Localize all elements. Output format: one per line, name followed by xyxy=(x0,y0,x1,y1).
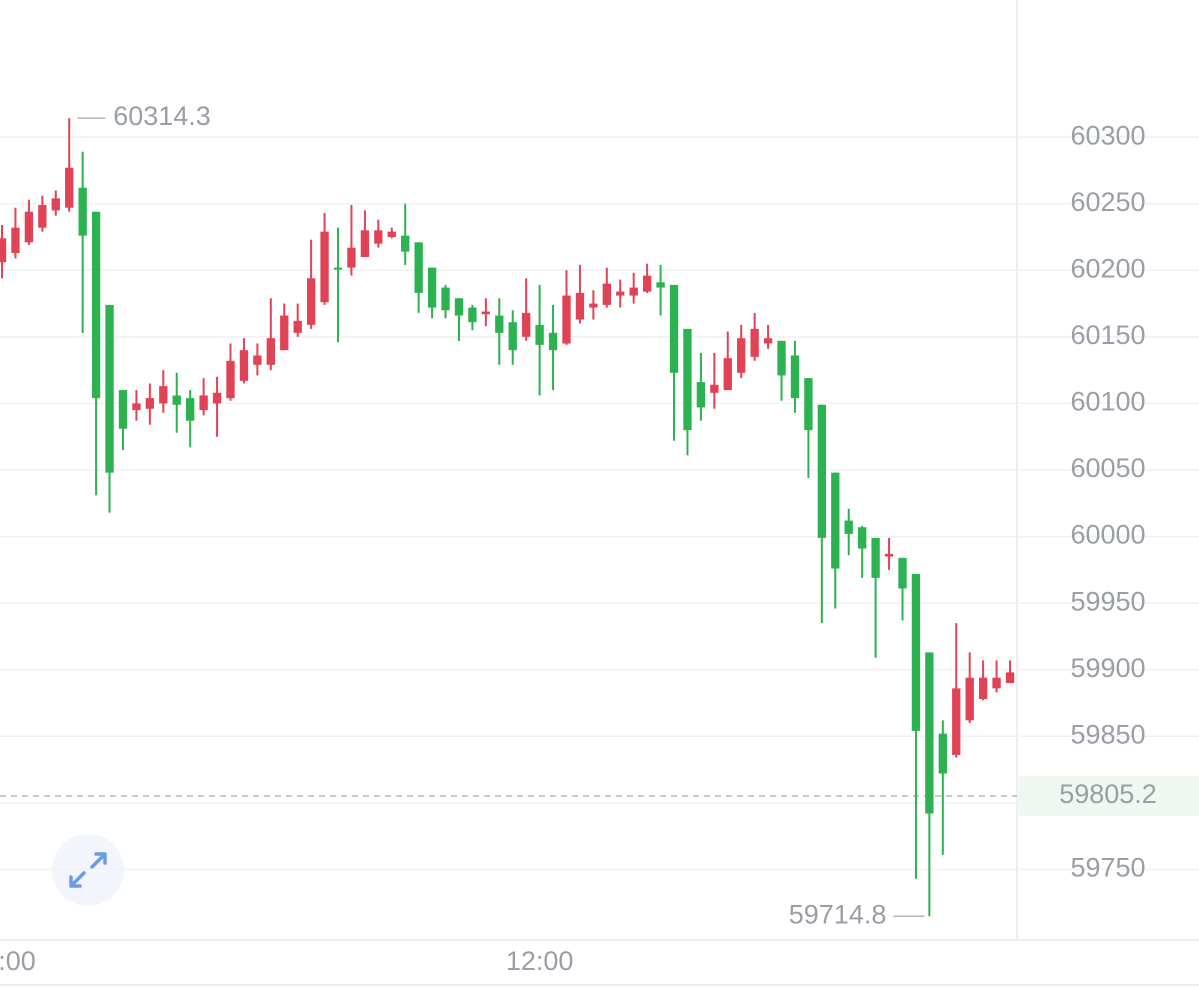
candle-body xyxy=(212,392,222,404)
candle-body xyxy=(374,230,383,244)
y-tick-label: 59850 xyxy=(1070,719,1145,749)
candle-body xyxy=(804,378,813,431)
candle-body xyxy=(186,398,195,421)
candle-body xyxy=(360,230,370,257)
candle-body xyxy=(548,332,558,351)
candle-body xyxy=(952,688,961,755)
candle-body xyxy=(347,247,356,268)
x-tick-label: 02:00 xyxy=(0,946,36,976)
candle-body xyxy=(790,355,800,399)
candle-body xyxy=(763,338,773,344)
candle-body xyxy=(884,553,894,557)
candle-body xyxy=(616,291,625,296)
candle-body xyxy=(669,284,679,373)
candle-body xyxy=(831,472,840,569)
y-tick-label: 60050 xyxy=(1070,453,1145,483)
candle-body xyxy=(1005,672,1015,684)
candle-body xyxy=(51,198,60,211)
candle-body xyxy=(992,677,1001,689)
candle-body xyxy=(683,328,692,431)
y-tick-label: 60100 xyxy=(1070,387,1145,417)
candle-body xyxy=(858,527,867,549)
candle-body xyxy=(266,338,275,365)
y-tick-label: 60200 xyxy=(1070,253,1145,283)
candle-body xyxy=(629,287,638,296)
candle-body xyxy=(333,267,343,270)
y-tick-label: 60300 xyxy=(1070,120,1145,150)
candle-body xyxy=(454,298,464,316)
candle-body xyxy=(38,205,47,228)
candle-body xyxy=(132,403,141,411)
y-tick-label: 59950 xyxy=(1070,586,1145,616)
candle-body xyxy=(401,235,410,252)
candle-body xyxy=(172,395,181,405)
expand-icon xyxy=(69,852,107,888)
candle-body xyxy=(562,295,571,344)
candle-body xyxy=(978,677,988,700)
candle-body xyxy=(656,282,665,288)
candle-body xyxy=(898,557,907,589)
candle-body xyxy=(11,227,20,253)
candle-body xyxy=(414,242,423,293)
candle-body xyxy=(145,398,155,409)
candle-body xyxy=(387,231,396,237)
candle-body xyxy=(441,287,450,311)
candle-body xyxy=(495,315,504,333)
y-tick-label: 60000 xyxy=(1070,520,1145,550)
candle-body xyxy=(911,573,921,731)
candle-body xyxy=(91,211,101,399)
candle-body xyxy=(871,537,880,578)
candle-body xyxy=(508,322,517,351)
candle-body xyxy=(24,211,34,243)
candle-body xyxy=(938,733,947,774)
y-tick-label: 60250 xyxy=(1070,187,1145,217)
candle-body xyxy=(522,312,531,337)
candle-body xyxy=(602,283,611,305)
candle-body xyxy=(78,187,87,236)
candle-body xyxy=(199,395,208,411)
candle-body xyxy=(737,338,746,373)
candle-body xyxy=(710,384,719,393)
candle-body xyxy=(777,340,786,376)
candle-body xyxy=(427,267,437,308)
candle-body xyxy=(280,315,289,351)
candle-body xyxy=(589,303,598,308)
y-tick-label: 59750 xyxy=(1070,853,1145,883)
candle-body xyxy=(468,307,477,323)
candle-body xyxy=(306,278,316,325)
candle-body xyxy=(118,390,128,429)
last-price-bg xyxy=(1017,775,1199,816)
candle-body xyxy=(253,355,262,365)
candle-body xyxy=(723,358,732,391)
candle-body xyxy=(293,320,302,333)
max-label: 60314.3 xyxy=(113,101,211,131)
candle-body xyxy=(642,275,652,292)
candle-body xyxy=(844,520,853,534)
candle-body xyxy=(817,404,827,538)
candle-body xyxy=(65,167,74,208)
candle-body xyxy=(696,382,706,408)
candle-body xyxy=(159,386,168,404)
candle-body xyxy=(965,677,974,721)
candle-body xyxy=(750,328,759,357)
candle-body xyxy=(105,304,114,473)
candle-body xyxy=(575,292,585,320)
candle-body xyxy=(481,311,491,315)
candle-body xyxy=(0,238,7,263)
candle-body xyxy=(239,350,249,381)
y-tick-label: 59900 xyxy=(1070,653,1145,683)
y-tick-label: 60150 xyxy=(1070,320,1145,350)
min-label: 59714.8 xyxy=(789,899,887,929)
x-tick-label: 12:00 xyxy=(506,946,574,976)
candle-body xyxy=(925,652,934,814)
candle-body xyxy=(320,231,329,303)
last-price-label: 59805.2 xyxy=(1059,779,1157,809)
candle-body xyxy=(535,324,544,345)
candle-body xyxy=(226,360,235,399)
